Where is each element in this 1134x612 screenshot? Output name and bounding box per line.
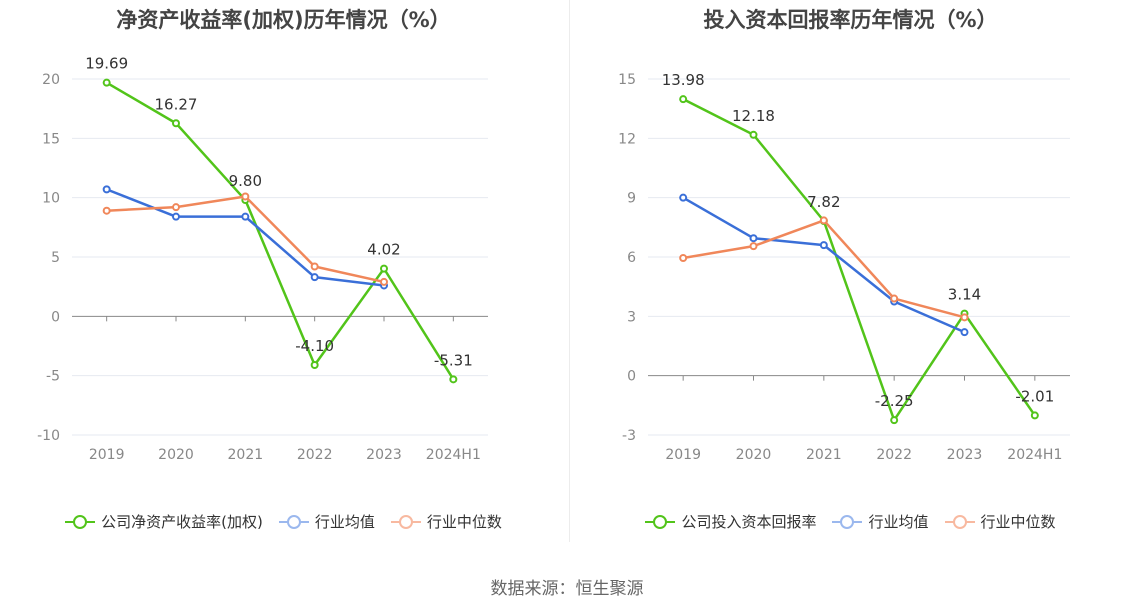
legend-line-circle-icon xyxy=(832,514,863,530)
legend-label: 行业中位数 xyxy=(980,513,1056,531)
y-tick-label: 10 xyxy=(42,191,60,207)
x-tick-label: 2019 xyxy=(665,447,701,463)
y-tick-label: 5 xyxy=(51,250,60,266)
y-tick-label: 15 xyxy=(42,131,60,147)
industry-median-series-point[interactable] xyxy=(890,294,899,303)
roic-chart-panel: 投入资本回报率历年情况（%） -3 0 3 6 9 12 15 2019 2020 2021 202… xyxy=(567,0,1134,560)
x-tick-label: 2019 xyxy=(89,447,125,463)
industry-median-series-point[interactable] xyxy=(679,253,688,262)
data-label: 3.14 xyxy=(948,286,981,304)
data-label: -5.31 xyxy=(434,351,473,369)
data-label: 12.18 xyxy=(732,107,775,125)
x-tick-label: 2020 xyxy=(158,447,194,463)
y-tick-label: -5 xyxy=(46,369,60,385)
company-series-point[interactable] xyxy=(449,375,458,384)
x-tick-label: 2024H1 xyxy=(426,447,481,463)
data-label: 7.82 xyxy=(807,193,840,211)
industry-median-series-point[interactable] xyxy=(102,206,111,215)
company-series-point[interactable] xyxy=(890,416,899,425)
industry-median-series-line xyxy=(682,219,965,319)
company-series-point[interactable] xyxy=(172,119,180,128)
company-series-line xyxy=(682,98,1036,422)
company-series-point[interactable] xyxy=(1030,411,1039,420)
panel-divider xyxy=(569,0,570,542)
legend-item-company-roe[interactable]: 公司净资产收益率(加权) xyxy=(65,511,263,532)
industry-mean-series-point[interactable] xyxy=(819,241,828,250)
industry-median-series-point[interactable] xyxy=(310,262,319,271)
legend-line-circle-icon xyxy=(390,514,421,530)
x-tick-label: 2024H1 xyxy=(1007,447,1062,463)
y-tick-label: 0 xyxy=(627,369,636,385)
x-tick-label: 2023 xyxy=(366,447,402,463)
legend-label: 行业中位数 xyxy=(426,513,502,531)
data-label: 13.98 xyxy=(662,71,705,89)
legend-label: 公司投入资本回报率 xyxy=(681,513,817,531)
data-label: -2.25 xyxy=(875,392,914,410)
roic-line-chart: -3 0 3 6 9 12 15 2019 2020 2021 2022 2023 2024H1 13.9… xyxy=(618,71,1070,463)
industry-mean-series-point[interactable] xyxy=(749,234,758,243)
company-series-point[interactable] xyxy=(679,95,688,104)
industry-mean-series-point[interactable] xyxy=(310,273,319,282)
data-label: 4.02 xyxy=(367,241,400,259)
legend-line-circle-icon xyxy=(278,514,309,530)
x-tick-label: 2022 xyxy=(876,447,912,463)
legend-item-industry-mean[interactable]: 行业均值 xyxy=(832,511,929,532)
data-label: 9.80 xyxy=(229,172,262,190)
y-tick-label: 20 xyxy=(42,72,60,88)
industry-mean-series-point[interactable] xyxy=(241,212,250,221)
data-label: -2.01 xyxy=(1015,387,1054,405)
data-source-note: 数据来源：恒生聚源 xyxy=(490,579,644,599)
industry-median-series-point[interactable] xyxy=(241,192,250,201)
company-series-line xyxy=(106,81,455,381)
y-tick-label: -10 xyxy=(37,428,60,444)
roe-chart-title: 净资产收益率(加权)历年情况（%） xyxy=(116,8,451,32)
roe-chart-legend: 公司净资产收益率(加权) 行业均值 行业中位数 xyxy=(0,511,567,532)
legend-line-circle-icon xyxy=(944,514,975,530)
industry-mean-series-point[interactable] xyxy=(960,328,969,337)
industry-mean-series-point[interactable] xyxy=(679,193,688,202)
roic-chart-legend: 公司投入资本回报率 行业均值 行业中位数 xyxy=(567,511,1134,532)
industry-median-series-line xyxy=(106,195,385,284)
company-series-point[interactable] xyxy=(749,130,758,139)
legend-item-industry-median[interactable]: 行业中位数 xyxy=(390,511,502,532)
company-series-point[interactable] xyxy=(102,78,111,87)
legend-line-circle-icon xyxy=(645,514,676,530)
industry-mean-series-point[interactable] xyxy=(172,212,180,221)
legend-label: 行业均值 xyxy=(868,513,929,531)
y-tick-label: 3 xyxy=(627,309,636,325)
industry-median-series-point[interactable] xyxy=(819,216,828,225)
industry-median-series-point[interactable] xyxy=(749,242,758,251)
legend-item-industry-mean[interactable]: 行业均值 xyxy=(278,511,375,532)
x-tick-label: 2021 xyxy=(228,447,264,463)
y-tick-label: 9 xyxy=(627,191,636,207)
x-tick-label: 2022 xyxy=(297,447,333,463)
x-tick-label: 2021 xyxy=(806,447,842,463)
industry-mean-series-point[interactable] xyxy=(102,185,111,194)
roe-line-chart: -10 -5 0 5 10 15 20 2019 2020 2021 2022 2023 2024H1 1… xyxy=(37,55,488,463)
roic-chart-title: 投入资本回报率历年情况（%） xyxy=(703,8,998,32)
legend-item-company-roic[interactable]: 公司投入资本回报率 xyxy=(645,511,816,532)
legend-line-circle-icon xyxy=(65,514,96,530)
y-tick-label: 6 xyxy=(627,250,636,266)
roe-chart-panel: 净资产收益率(加权)历年情况（%） -10 -5 0 5 10 15 20 2019 2020 2… xyxy=(0,0,567,560)
x-tick-label: 2020 xyxy=(736,447,772,463)
data-label: -4.10 xyxy=(295,337,334,355)
data-label: 19.69 xyxy=(85,55,128,73)
y-tick-label: 0 xyxy=(51,309,60,325)
y-tick-label: 12 xyxy=(618,131,636,147)
legend-label: 行业均值 xyxy=(314,513,375,531)
industry-median-series-point[interactable] xyxy=(380,277,388,286)
company-series-point[interactable] xyxy=(310,360,319,369)
y-tick-label: -3 xyxy=(622,428,636,444)
legend-item-industry-median[interactable]: 行业中位数 xyxy=(944,511,1056,532)
legend-label: 公司净资产收益率(加权) xyxy=(101,513,263,531)
data-label: 16.27 xyxy=(155,95,198,113)
industry-median-series-point[interactable] xyxy=(172,203,180,212)
x-tick-label: 2023 xyxy=(947,447,983,463)
y-tick-label: 15 xyxy=(618,72,636,88)
industry-median-series-point[interactable] xyxy=(960,313,969,322)
company-series-point[interactable] xyxy=(380,264,388,273)
